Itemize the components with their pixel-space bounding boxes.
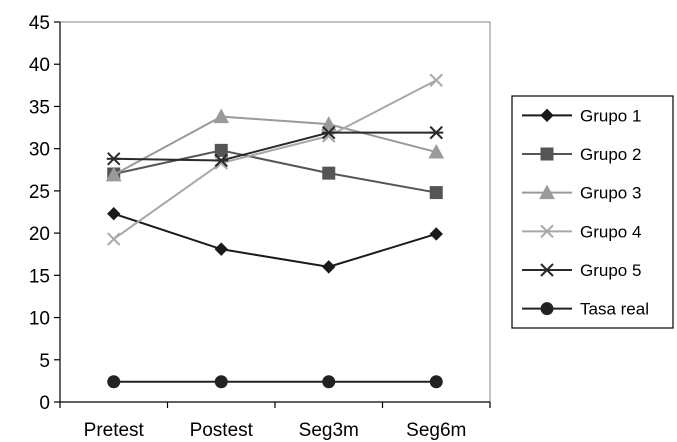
- data-point: [428, 143, 445, 159]
- legend-marker: [540, 302, 554, 316]
- legend-label: Grupo 1: [580, 106, 641, 125]
- data-point: [106, 152, 121, 166]
- data-point: [214, 153, 229, 168]
- legend-label: Tasa real: [580, 300, 649, 319]
- x-tick-label: Postest: [190, 420, 254, 441]
- legend-label: Grupo 3: [580, 184, 641, 203]
- data-point: [322, 166, 336, 180]
- y-tick-label: 20: [29, 224, 50, 245]
- legend-label: Grupo 4: [580, 222, 641, 241]
- data-point: [429, 186, 443, 200]
- data-point: [322, 375, 336, 389]
- y-tick-label: 5: [39, 351, 50, 372]
- x-tick-label: Pretest: [84, 420, 145, 441]
- legend-item: Tasa real: [522, 300, 649, 319]
- series-layer: [105, 73, 445, 389]
- y-tick-label: 45: [29, 13, 50, 34]
- series-3: [105, 108, 445, 182]
- plot-area: [59, 21, 491, 403]
- x-tick-label: Seg6m: [406, 420, 466, 441]
- series-4: [107, 73, 443, 246]
- series-6: [107, 375, 443, 389]
- y-tick-label: 15: [29, 266, 50, 287]
- legend-marker: [540, 108, 554, 123]
- y-tick-label: 35: [29, 97, 50, 118]
- series-line: [113, 79, 437, 240]
- data-point: [214, 375, 228, 389]
- legend-marker: [540, 263, 554, 277]
- legend-marker: [540, 224, 554, 239]
- legend-item: Grupo 3: [522, 184, 641, 203]
- y-tick-label: 10: [29, 309, 50, 330]
- series-5: [106, 125, 444, 168]
- series-1: [107, 206, 443, 274]
- data-point: [429, 125, 444, 140]
- data-point: [213, 108, 230, 124]
- data-point: [320, 116, 337, 131]
- legend-marker: [540, 147, 554, 161]
- series-line: [113, 115, 437, 176]
- legend: Grupo 1 Grupo 2 Grupo 3 Grupo 4 Grupo 5 Tasa …: [511, 95, 674, 329]
- data-point: [429, 227, 443, 241]
- data-point: [107, 375, 121, 389]
- y-axis: 0 5 10 15 20 25 30 35 40 45: [29, 13, 491, 414]
- series-line: [113, 149, 437, 194]
- y-tick-label: 25: [29, 182, 50, 203]
- y-tick-label: 40: [29, 55, 50, 76]
- y-tick-label: 0: [39, 393, 50, 414]
- data-point: [107, 232, 121, 246]
- legend-item: Grupo 4: [522, 222, 641, 241]
- series-2: [107, 143, 443, 200]
- legend-item: Grupo 2: [522, 145, 641, 164]
- data-point: [105, 166, 122, 182]
- x-tick-label: Seg3m: [299, 420, 359, 441]
- data-point: [429, 375, 443, 389]
- data-point: [107, 206, 121, 221]
- legend-item: Grupo 5: [522, 261, 641, 280]
- legend-item: Grupo 1: [522, 106, 641, 125]
- series-line: [113, 131, 437, 162]
- data-point: [429, 73, 443, 87]
- data-point: [321, 125, 336, 140]
- data-point: [214, 242, 228, 256]
- legend-box: [511, 95, 674, 329]
- legend-label: Grupo 5: [580, 261, 641, 280]
- legend-marker: [539, 184, 555, 200]
- y-tick-label: 30: [29, 140, 50, 161]
- data-point: [214, 143, 228, 157]
- data-point: [322, 260, 336, 274]
- legend-label: Grupo 2: [580, 145, 641, 164]
- x-axis: Pretest Postest Seg3m Seg6m: [59, 401, 491, 441]
- series-line: [113, 212, 437, 268]
